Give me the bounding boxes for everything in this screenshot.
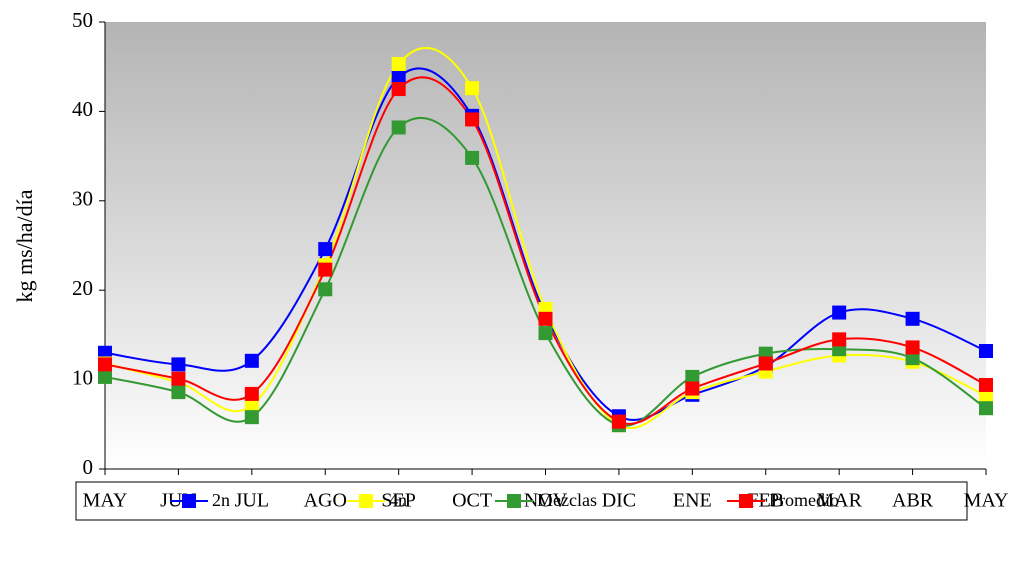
marker xyxy=(905,340,920,355)
marker xyxy=(979,401,993,416)
series-line xyxy=(104,67,987,421)
marker xyxy=(98,369,112,384)
marker xyxy=(979,343,993,358)
marker xyxy=(171,371,186,386)
marker xyxy=(611,414,626,429)
x-tick-label: OCT xyxy=(452,490,492,512)
marker xyxy=(465,81,480,96)
marker xyxy=(538,311,553,326)
legend-marker xyxy=(359,494,373,508)
marker xyxy=(905,351,920,366)
y-tick-label: 30 xyxy=(72,187,93,211)
y-tick-label: 0 xyxy=(83,455,94,479)
legend-label: 4n xyxy=(389,490,407,510)
marker xyxy=(318,282,333,297)
plot-area xyxy=(105,22,986,469)
marker xyxy=(979,377,993,392)
legend-label: Mezclas xyxy=(537,490,597,510)
legend-marker xyxy=(739,494,753,508)
marker xyxy=(685,381,700,396)
marker xyxy=(465,112,480,127)
marker xyxy=(538,326,553,341)
y-tick-label: 20 xyxy=(72,276,93,300)
marker xyxy=(244,386,259,401)
x-tick-label: AGO xyxy=(304,490,347,512)
marker xyxy=(391,57,406,72)
x-tick-label: DIC xyxy=(602,490,636,512)
y-tick-label: 50 xyxy=(72,8,93,32)
marker xyxy=(318,242,333,257)
marker xyxy=(465,150,480,165)
legend-marker xyxy=(182,494,196,508)
y-tick-label: 40 xyxy=(72,97,93,121)
x-tick-label: ABR xyxy=(892,490,934,512)
legend-marker xyxy=(507,494,521,508)
legend-label: Promedio xyxy=(769,490,839,510)
marker xyxy=(391,120,406,135)
x-tick-label: FEB xyxy=(747,490,784,512)
series-line xyxy=(104,117,987,427)
legend-label: 2n xyxy=(212,490,230,510)
marker xyxy=(244,398,259,413)
y-tick-label: 10 xyxy=(72,365,93,389)
marker xyxy=(98,345,112,360)
series-line xyxy=(104,46,987,429)
x-tick-label: MAR xyxy=(816,490,862,512)
marker xyxy=(391,70,406,85)
marker xyxy=(391,82,406,97)
series-line xyxy=(104,76,987,425)
marker xyxy=(905,311,920,326)
marker xyxy=(244,410,259,425)
marker xyxy=(832,305,847,320)
marker xyxy=(979,388,993,403)
x-tick-label: MAY xyxy=(964,490,1009,512)
x-tick-label: JUL xyxy=(235,490,269,512)
marker xyxy=(758,356,773,371)
x-tick-label: ENE xyxy=(673,490,712,512)
marker xyxy=(318,262,333,277)
marker xyxy=(832,332,847,347)
y-axis-label: kg ms/ha/día xyxy=(12,189,37,302)
marker xyxy=(685,369,700,384)
marker xyxy=(171,385,186,400)
x-tick-label: MAY xyxy=(83,490,128,512)
x-tick-label: SEP xyxy=(381,490,415,512)
marker xyxy=(244,353,259,368)
x-tick-label: NOV xyxy=(524,490,568,512)
marker xyxy=(98,357,112,372)
marker xyxy=(171,357,186,372)
